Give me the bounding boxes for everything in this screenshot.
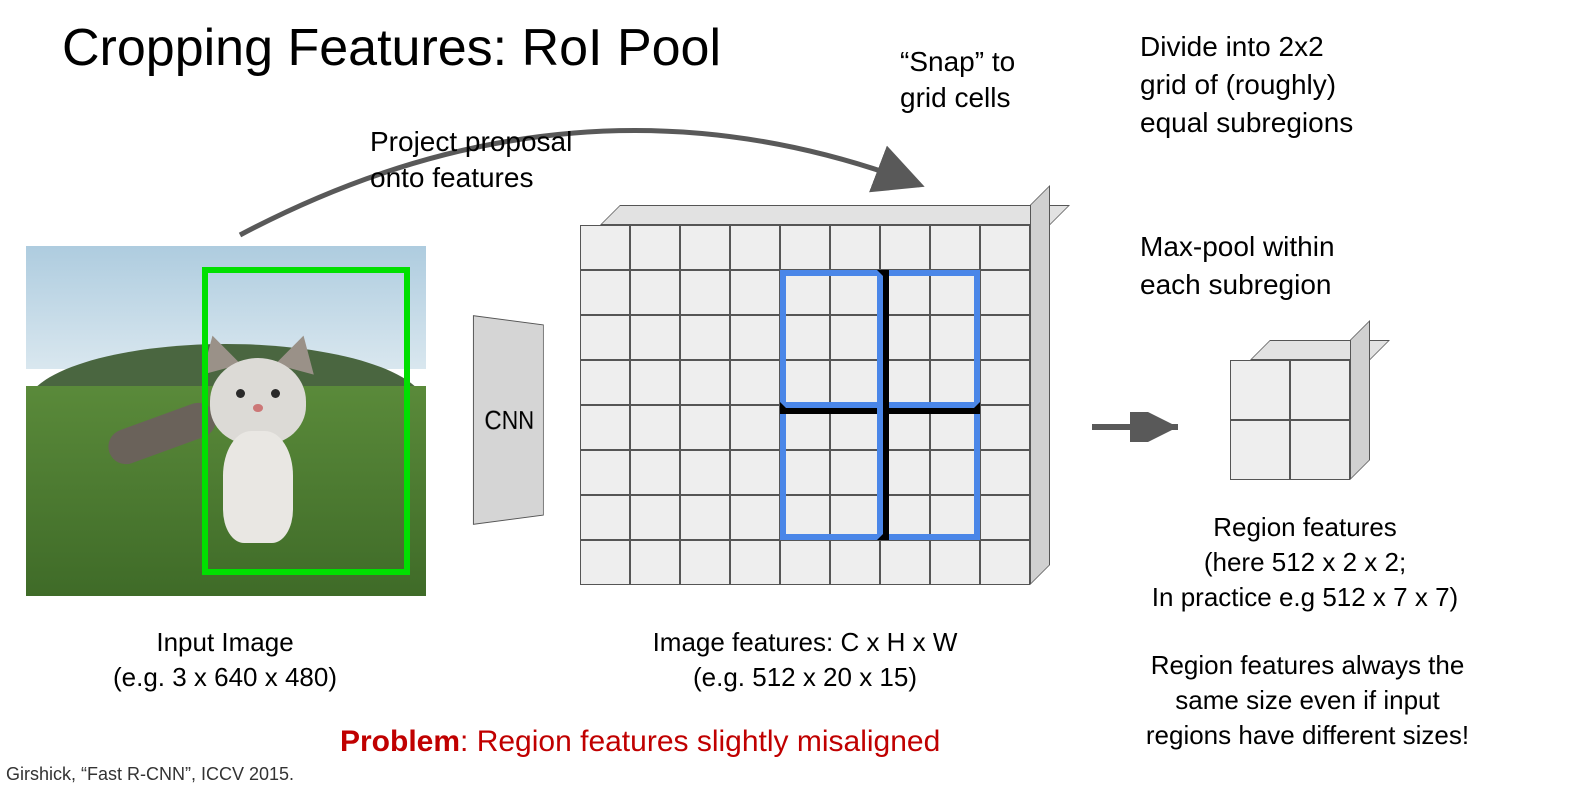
feature-cell: [630, 315, 680, 360]
feature-caption-l2: (e.g. 512 x 20 x 15): [580, 660, 1030, 695]
feature-cell: [980, 270, 1030, 315]
feature-cell: [730, 540, 780, 585]
feature-cell: [630, 405, 680, 450]
cube-front-face: [1230, 360, 1350, 480]
feature-map-top-face: [600, 205, 1070, 225]
feature-map: [580, 205, 1062, 585]
feature-cell: [980, 450, 1030, 495]
maxpool-text: Max-pool within each subregion: [1140, 231, 1335, 300]
feature-cell: [830, 540, 880, 585]
feature-cell: [930, 225, 980, 270]
feature-cell: [630, 225, 680, 270]
divide-label: Divide into 2x2 grid of (roughly) equal …: [1140, 28, 1353, 141]
region-caption-l1: Region features: [1085, 510, 1525, 545]
feature-cell: [630, 450, 680, 495]
feature-cell: [680, 360, 730, 405]
citation: Girshick, “Fast R-CNN”, ICCV 2015.: [6, 764, 294, 785]
feature-cell: [630, 360, 680, 405]
feature-cell: [980, 360, 1030, 405]
feature-cell: [680, 315, 730, 360]
cube-cell: [1290, 360, 1350, 420]
feature-cell: [980, 540, 1030, 585]
input-image: [26, 246, 426, 596]
feature-cell: [630, 270, 680, 315]
region-caption-l2: (here 512 x 2 x 2;: [1085, 545, 1525, 580]
snap-text-1: “Snap” to grid cells: [900, 46, 1015, 113]
feature-cell: [580, 270, 630, 315]
feature-cell: [830, 225, 880, 270]
feature-cell: [680, 270, 730, 315]
cnn-label: CNN: [484, 404, 534, 436]
feature-cell: [730, 450, 780, 495]
feature-cell: [980, 405, 1030, 450]
feature-cell: [580, 315, 630, 360]
feature-cell: [680, 405, 730, 450]
output-cube: [1230, 340, 1380, 490]
feature-cell: [930, 540, 980, 585]
feature-cell: [730, 495, 780, 540]
cube-cell: [1230, 360, 1290, 420]
feature-cell: [580, 405, 630, 450]
proposal-bbox: [202, 267, 410, 575]
feature-map-side-face: [1030, 185, 1050, 585]
input-caption: Input Image (e.g. 3 x 640 x 480): [30, 625, 420, 695]
feature-cell: [730, 270, 780, 315]
feature-cell: [580, 450, 630, 495]
feature-cell: [580, 225, 630, 270]
feature-cell: [730, 360, 780, 405]
cube-side-face: [1350, 320, 1370, 480]
feature-cell: [880, 225, 930, 270]
same-size-note: Region features always the same size eve…: [1080, 648, 1535, 753]
feature-cell: [630, 495, 680, 540]
feature-cell: [980, 315, 1030, 360]
feature-cell: [980, 225, 1030, 270]
pool-arrow: [1090, 412, 1190, 442]
feature-cell: [680, 495, 730, 540]
feature-cell: [780, 225, 830, 270]
input-caption-l2: (e.g. 3 x 640 x 480): [30, 660, 420, 695]
feature-cell: [580, 360, 630, 405]
problem-rest: : Region features slightly misaligned: [460, 725, 940, 758]
cnn-block: CNN: [473, 315, 544, 525]
cube-cell: [1230, 420, 1290, 480]
feature-cell: [680, 450, 730, 495]
feature-map-caption: Image features: C x H x W (e.g. 512 x 20…: [580, 625, 1030, 695]
project-text: Project proposal onto features: [370, 126, 572, 193]
project-label: Project proposal onto features: [370, 124, 572, 197]
feature-cell: [730, 405, 780, 450]
region-caption-l3: In practice e.g 512 x 7 x 7): [1085, 580, 1525, 615]
region-caption: Region features (here 512 x 2 x 2; In pr…: [1085, 510, 1525, 615]
feature-cell: [880, 540, 930, 585]
feature-caption-l1: Image features: C x H x W: [580, 625, 1030, 660]
feature-cell: [680, 540, 730, 585]
divide-text: Divide into 2x2 grid of (roughly) equal …: [1140, 31, 1353, 138]
feature-cell: [730, 225, 780, 270]
cube-cell: [1290, 420, 1350, 480]
feature-cell: [980, 495, 1030, 540]
feature-cell: [630, 540, 680, 585]
problem-line: Problem: Region features slightly misali…: [340, 725, 940, 759]
snap-label: “Snap” to grid cells: [900, 44, 1015, 117]
maxpool-label: Max-pool within each subregion: [1140, 228, 1335, 304]
feature-cell: [680, 225, 730, 270]
input-caption-l1: Input Image: [30, 625, 420, 660]
roi-divider-vertical: [877, 270, 889, 540]
slide-title: Cropping Features: RoI Pool: [62, 18, 721, 78]
same-size-text: Region features always the same size eve…: [1146, 650, 1469, 750]
feature-cell: [730, 315, 780, 360]
feature-cell: [580, 540, 630, 585]
problem-lead: Problem: [340, 725, 460, 758]
feature-cell: [580, 495, 630, 540]
feature-cell: [780, 540, 830, 585]
